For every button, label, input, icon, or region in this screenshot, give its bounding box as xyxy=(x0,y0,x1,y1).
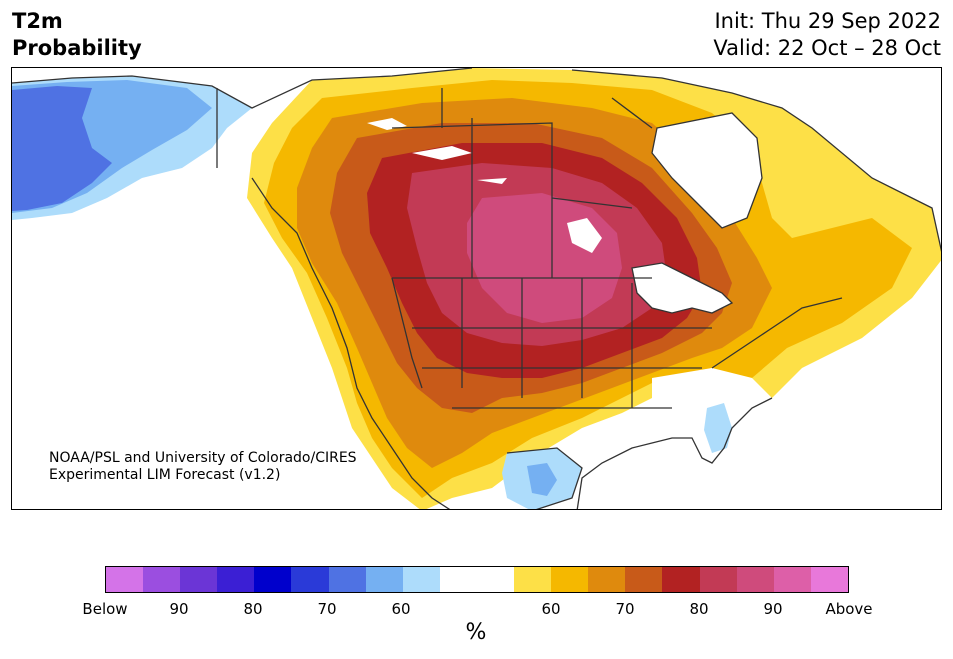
tick-above: Above xyxy=(825,600,873,618)
legend-swatch-6 xyxy=(328,567,366,592)
tick-above-80: 80 xyxy=(689,600,709,618)
hudson-bay xyxy=(652,113,762,228)
tick-below-60: 60 xyxy=(391,600,411,618)
lake-3 xyxy=(477,178,507,184)
tick-below-90: 90 xyxy=(169,600,189,618)
lake-1 xyxy=(367,118,407,130)
tick-below: Below xyxy=(82,600,128,618)
tick-below-80: 80 xyxy=(243,600,263,618)
legend-swatch-8 xyxy=(402,567,440,592)
legend-swatch-2 xyxy=(180,567,218,592)
init-date: Init: Thu 29 Sep 2022 xyxy=(714,9,941,33)
map-title: T2m Probability xyxy=(12,8,142,62)
tick-above-90: 90 xyxy=(763,600,783,618)
alaska-cold-core xyxy=(12,86,112,211)
legend-swatch-13 xyxy=(625,567,663,592)
legend-swatch-3 xyxy=(217,567,255,592)
boundaries xyxy=(12,68,941,509)
legend-swatch-11 xyxy=(551,567,589,592)
mexico-cold-core xyxy=(527,463,557,496)
credit-text: NOAA/PSL and University of Colorado/CIRE… xyxy=(49,450,357,484)
legend-swatch-16 xyxy=(736,567,774,592)
legend-swatch-14 xyxy=(662,567,700,592)
great-lakes xyxy=(632,263,732,313)
lake-2 xyxy=(412,146,472,160)
forecast-dates: Init: Thu 29 Sep 2022 Valid: 22 Oct – 28… xyxy=(713,8,941,62)
lake-4 xyxy=(567,218,602,253)
title-line-2: Probability xyxy=(12,36,142,60)
credit-line-1: NOAA/PSL and University of Colorado/CIRE… xyxy=(49,450,357,466)
legend-swatch-1 xyxy=(143,567,181,592)
tick-above-60: 60 xyxy=(541,600,561,618)
title-line-1: T2m xyxy=(12,9,63,33)
valid-dates: Valid: 22 Oct – 28 Oct xyxy=(713,36,941,60)
legend-swatch-5 xyxy=(291,567,329,592)
legend-swatch-15 xyxy=(699,567,737,592)
map-svg xyxy=(12,68,941,509)
color-legend-ticks: Below 90 80 70 60 60 70 80 90 Above xyxy=(0,600,953,620)
legend-swatch-12 xyxy=(588,567,626,592)
tick-below-70: 70 xyxy=(317,600,337,618)
legend-swatch-0 xyxy=(106,567,144,592)
tick-above-70: 70 xyxy=(615,600,635,618)
legend-swatch-9 xyxy=(439,567,515,592)
legend-swatch-4 xyxy=(254,567,292,592)
legend-swatch-10 xyxy=(514,567,552,592)
legend-swatch-7 xyxy=(365,567,403,592)
legend-swatch-17 xyxy=(773,567,811,592)
legend-swatch-18 xyxy=(810,567,848,592)
credit-line-2: Experimental LIM Forecast (v1.2) xyxy=(49,467,281,483)
probability-map xyxy=(11,67,942,510)
florida-cold xyxy=(704,403,732,453)
color-legend-bar xyxy=(105,566,849,593)
legend-unit: % xyxy=(465,620,487,645)
